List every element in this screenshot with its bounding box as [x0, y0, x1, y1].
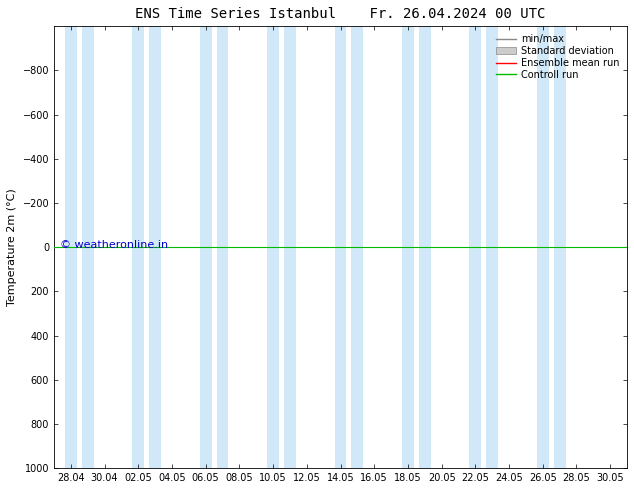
Bar	[133, 26, 144, 468]
Bar	[65, 26, 77, 468]
Bar	[486, 26, 498, 468]
Bar	[217, 26, 228, 468]
Bar	[402, 26, 414, 468]
Text: © weatheronline.in: © weatheronline.in	[60, 240, 168, 250]
Bar	[537, 26, 548, 468]
Bar	[335, 26, 346, 468]
Bar	[351, 26, 363, 468]
Bar	[82, 26, 94, 468]
Bar	[200, 26, 212, 468]
Bar	[469, 26, 481, 468]
Bar	[553, 26, 566, 468]
Bar	[149, 26, 161, 468]
Title: ENS Time Series Istanbul    Fr. 26.04.2024 00 UTC: ENS Time Series Istanbul Fr. 26.04.2024 …	[135, 7, 546, 21]
Bar	[267, 26, 279, 468]
Legend: min/max, Standard deviation, Ensemble mean run, Controll run: min/max, Standard deviation, Ensemble me…	[493, 31, 622, 83]
Bar	[419, 26, 430, 468]
Y-axis label: Temperature 2m (°C): Temperature 2m (°C)	[7, 188, 17, 306]
Bar	[284, 26, 296, 468]
